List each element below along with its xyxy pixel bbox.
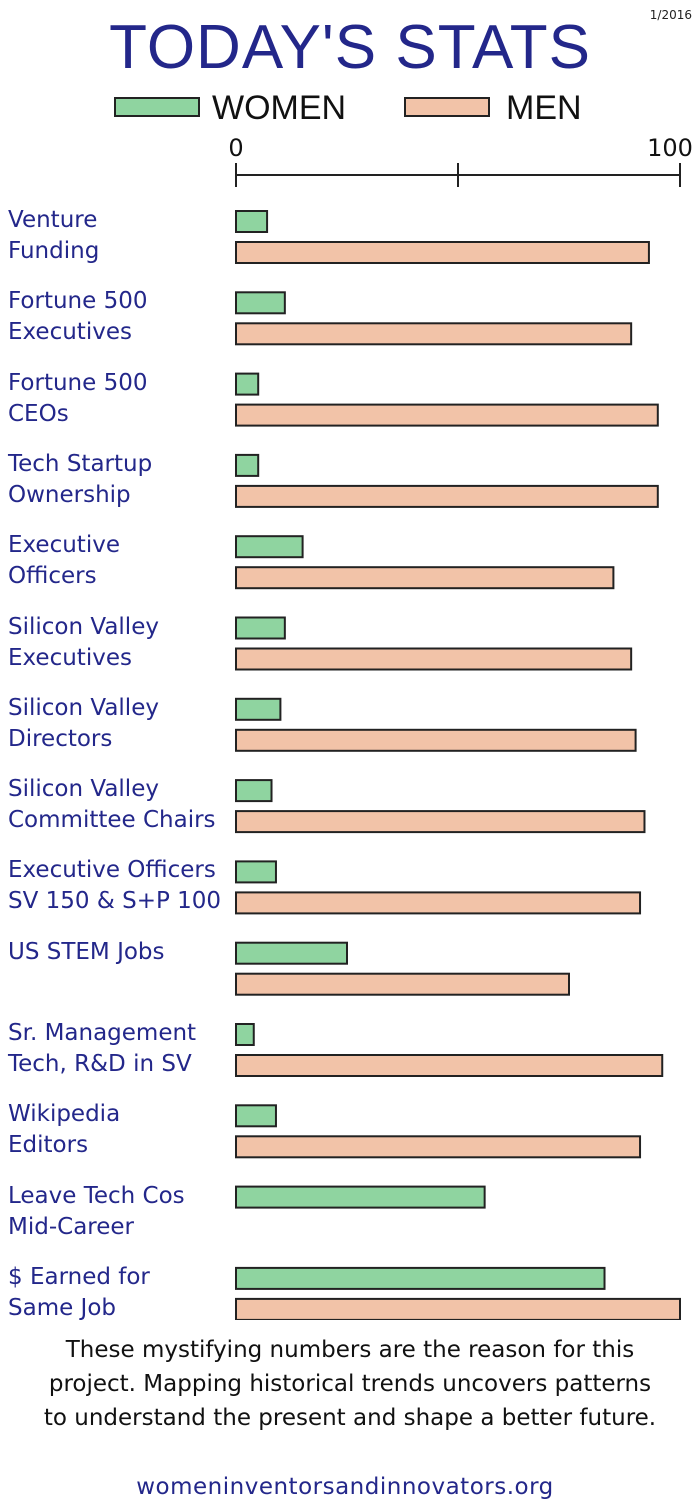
bar-men-5	[235, 647, 633, 671]
bar-women-0	[235, 210, 269, 233]
footer-url[interactable]: womeninventorsandinnovators.org	[136, 1474, 554, 1500]
legend-label-women: WOMEN	[212, 89, 347, 127]
category-label-1: Fortune 500 Executives	[8, 288, 148, 346]
bar-men-8	[235, 891, 642, 915]
footer-text: These mystifying numbers are the reason …	[43, 1337, 657, 1431]
bar-men-3	[235, 484, 659, 508]
bar-women-1	[235, 291, 286, 315]
bar-chart: 0 100	[228, 134, 693, 1320]
bar-men-6	[235, 728, 637, 752]
bar-men-2	[235, 403, 659, 427]
category-label-5: Silicon Valley Executives	[8, 613, 159, 671]
category-label-0: Venture Funding	[8, 207, 100, 264]
chart-title: TODAY'S STATS	[109, 13, 591, 82]
category-label-9: US STEM Jobs	[8, 938, 165, 965]
date-label: 1/2016	[649, 8, 692, 22]
bar-women-8	[235, 860, 277, 884]
bar-men-10	[235, 1054, 664, 1077]
bar-men-13	[235, 1297, 681, 1320]
category-label-7: Silicon Valley Committee Chairs	[8, 776, 216, 834]
bar-men-11	[235, 1135, 642, 1159]
bar-men-1	[235, 322, 633, 346]
legend-swatch-men	[404, 97, 490, 117]
category-label-11: Wikipedia Editors	[8, 1101, 121, 1159]
bar-women-10	[235, 1023, 255, 1046]
bar-women-9	[235, 941, 348, 965]
category-label-6: Silicon Valley Directors	[8, 694, 159, 752]
bar-women-7	[235, 779, 273, 803]
x-tick-label-100: 100	[647, 134, 693, 162]
category-label-10: Sr. Management Tech, R&D in SV	[8, 1020, 197, 1077]
bar-women-6	[235, 697, 282, 721]
legend-label-men: MEN	[506, 89, 582, 127]
category-label-3: Tech Startup Ownership	[8, 450, 153, 508]
legend-swatch-women	[114, 97, 200, 117]
bar-men-0	[235, 241, 650, 264]
bar-men-4	[235, 566, 615, 590]
category-label-8: Executive Officers SV 150 & S+P 100	[8, 857, 222, 915]
bar-women-2	[235, 372, 260, 396]
bar-women-12	[235, 1185, 486, 1209]
x-tick-label-0: 0	[228, 134, 243, 162]
category-label-2: Fortune 500 CEOs	[8, 369, 148, 427]
bar-women-13	[235, 1266, 606, 1290]
bar-women-11	[235, 1104, 277, 1128]
bar-women-4	[235, 535, 304, 559]
category-label-13: $ Earned for Same Job	[8, 1263, 150, 1321]
category-label-12: Leave Tech Cos Mid-Career	[8, 1182, 185, 1240]
bar-women-3	[235, 453, 260, 477]
bar-women-5	[235, 616, 286, 640]
bar-men-7	[235, 810, 646, 834]
bar-men-9	[235, 972, 570, 996]
category-label-4: Executive Officers	[8, 532, 120, 590]
